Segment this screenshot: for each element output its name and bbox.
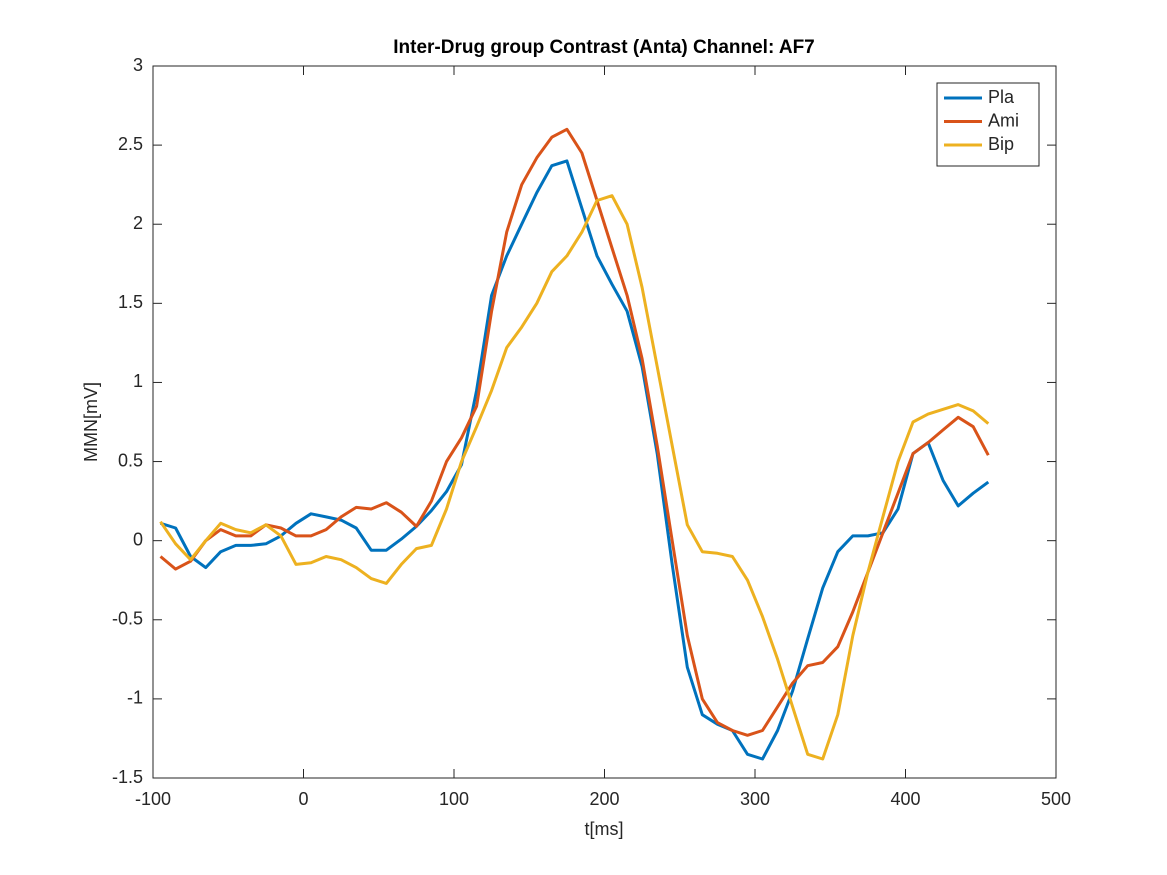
y-tick-label: -1.5 — [112, 767, 143, 787]
x-tick-label: -100 — [135, 789, 171, 809]
y-tick-label: 1.5 — [118, 292, 143, 312]
x-tick-label: 0 — [298, 789, 308, 809]
y-axis-label: MMN[mV] — [81, 382, 101, 462]
legend-label: Bip — [988, 134, 1014, 154]
x-tick-label: 100 — [439, 789, 469, 809]
y-tick-label: 2 — [133, 213, 143, 233]
line-series — [159, 194, 990, 761]
line-series — [159, 127, 990, 737]
x-tick-label: 200 — [589, 789, 619, 809]
legend-label: Ami — [988, 110, 1019, 130]
plot-frame — [152, 65, 1057, 779]
x-tick-label: 500 — [1041, 789, 1071, 809]
legend-label: Pla — [988, 87, 1015, 107]
legend-box — [936, 82, 1040, 167]
y-tick-label: -0.5 — [112, 609, 143, 629]
y-tick-label: 0 — [133, 529, 143, 549]
y-tick-label: -1 — [127, 688, 143, 708]
y-tick-label: 0.5 — [118, 450, 143, 470]
x-axis-label: t[ms] — [585, 819, 624, 839]
chart-title: Inter-Drug group Contrast (Anta) Channel… — [393, 37, 815, 58]
y-tick-label: 3 — [133, 55, 143, 75]
x-tick-label: 300 — [740, 789, 770, 809]
line-series — [160, 159, 990, 761]
x-tick-label: 400 — [890, 789, 920, 809]
y-tick-label: 2.5 — [118, 134, 143, 154]
y-tick-label: 1 — [133, 371, 143, 391]
